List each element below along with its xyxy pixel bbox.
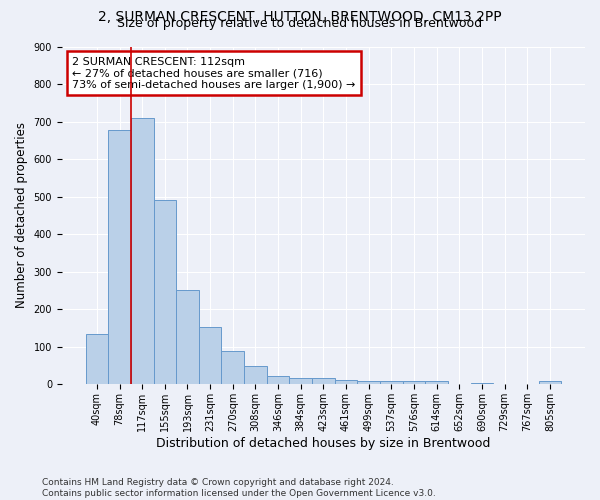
Bar <box>267 376 289 384</box>
Bar <box>380 380 403 384</box>
Bar <box>199 328 221 384</box>
Text: 2 SURMAN CRESCENT: 112sqm
← 27% of detached houses are smaller (716)
73% of semi: 2 SURMAN CRESCENT: 112sqm ← 27% of detac… <box>72 56 356 90</box>
Bar <box>425 382 448 384</box>
Bar <box>470 382 493 384</box>
X-axis label: Distribution of detached houses by size in Brentwood: Distribution of detached houses by size … <box>156 437 491 450</box>
Bar <box>539 382 561 384</box>
Y-axis label: Number of detached properties: Number of detached properties <box>15 122 28 308</box>
Bar <box>221 352 244 384</box>
Bar <box>289 378 312 384</box>
Bar <box>244 366 267 384</box>
Text: Size of property relative to detached houses in Brentwood: Size of property relative to detached ho… <box>118 18 482 30</box>
Bar <box>86 334 108 384</box>
Bar <box>312 378 335 384</box>
Bar <box>108 130 131 384</box>
Bar <box>154 200 176 384</box>
Bar <box>131 118 154 384</box>
Text: 2, SURMAN CRESCENT, HUTTON, BRENTWOOD, CM13 2PP: 2, SURMAN CRESCENT, HUTTON, BRENTWOOD, C… <box>98 10 502 24</box>
Bar <box>358 380 380 384</box>
Bar <box>176 290 199 384</box>
Text: Contains HM Land Registry data © Crown copyright and database right 2024.
Contai: Contains HM Land Registry data © Crown c… <box>42 478 436 498</box>
Bar <box>403 382 425 384</box>
Bar <box>335 380 358 384</box>
